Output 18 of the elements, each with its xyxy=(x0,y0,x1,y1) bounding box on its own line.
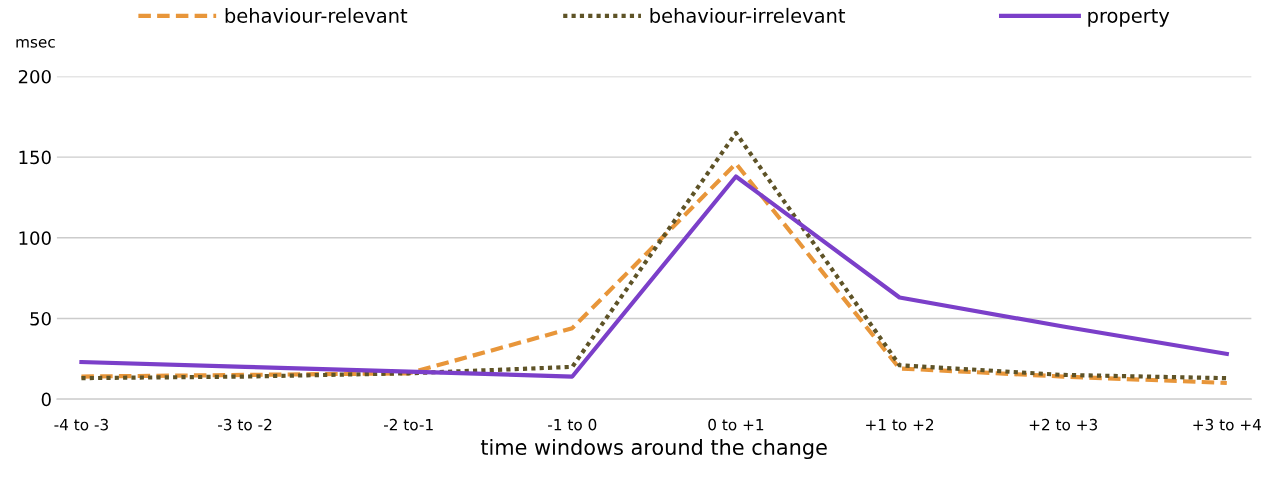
x-tick-label: -1 to 0 xyxy=(548,418,597,431)
y-tick-label: 50 xyxy=(30,311,51,326)
x-axis-title: time windows around the change xyxy=(480,438,827,460)
x-tick-label: +3 to +4 xyxy=(1193,418,1262,431)
y-tick-label: 0 xyxy=(41,392,51,407)
x-tick-label: -4 to -3 xyxy=(54,418,108,431)
x-tick-label: -2 to-1 xyxy=(383,418,433,431)
legend-label: behaviour-irrelevant xyxy=(650,7,846,23)
legend-label: property xyxy=(1088,9,1170,27)
x-tick-label: -3 to -2 xyxy=(218,418,272,431)
y-axis-title: msec xyxy=(16,38,55,48)
y-tick-label: 200 xyxy=(18,69,51,84)
y-tick-label: 150 xyxy=(19,150,51,165)
x-tick-label: +1 to +2 xyxy=(866,418,934,431)
x-tick-label: +2 to +3 xyxy=(1029,418,1098,431)
legend-label: behaviour-relevant xyxy=(225,7,408,23)
y-tick-label: 100 xyxy=(19,231,51,245)
x-tick-label: 0 to +1 xyxy=(708,418,764,431)
